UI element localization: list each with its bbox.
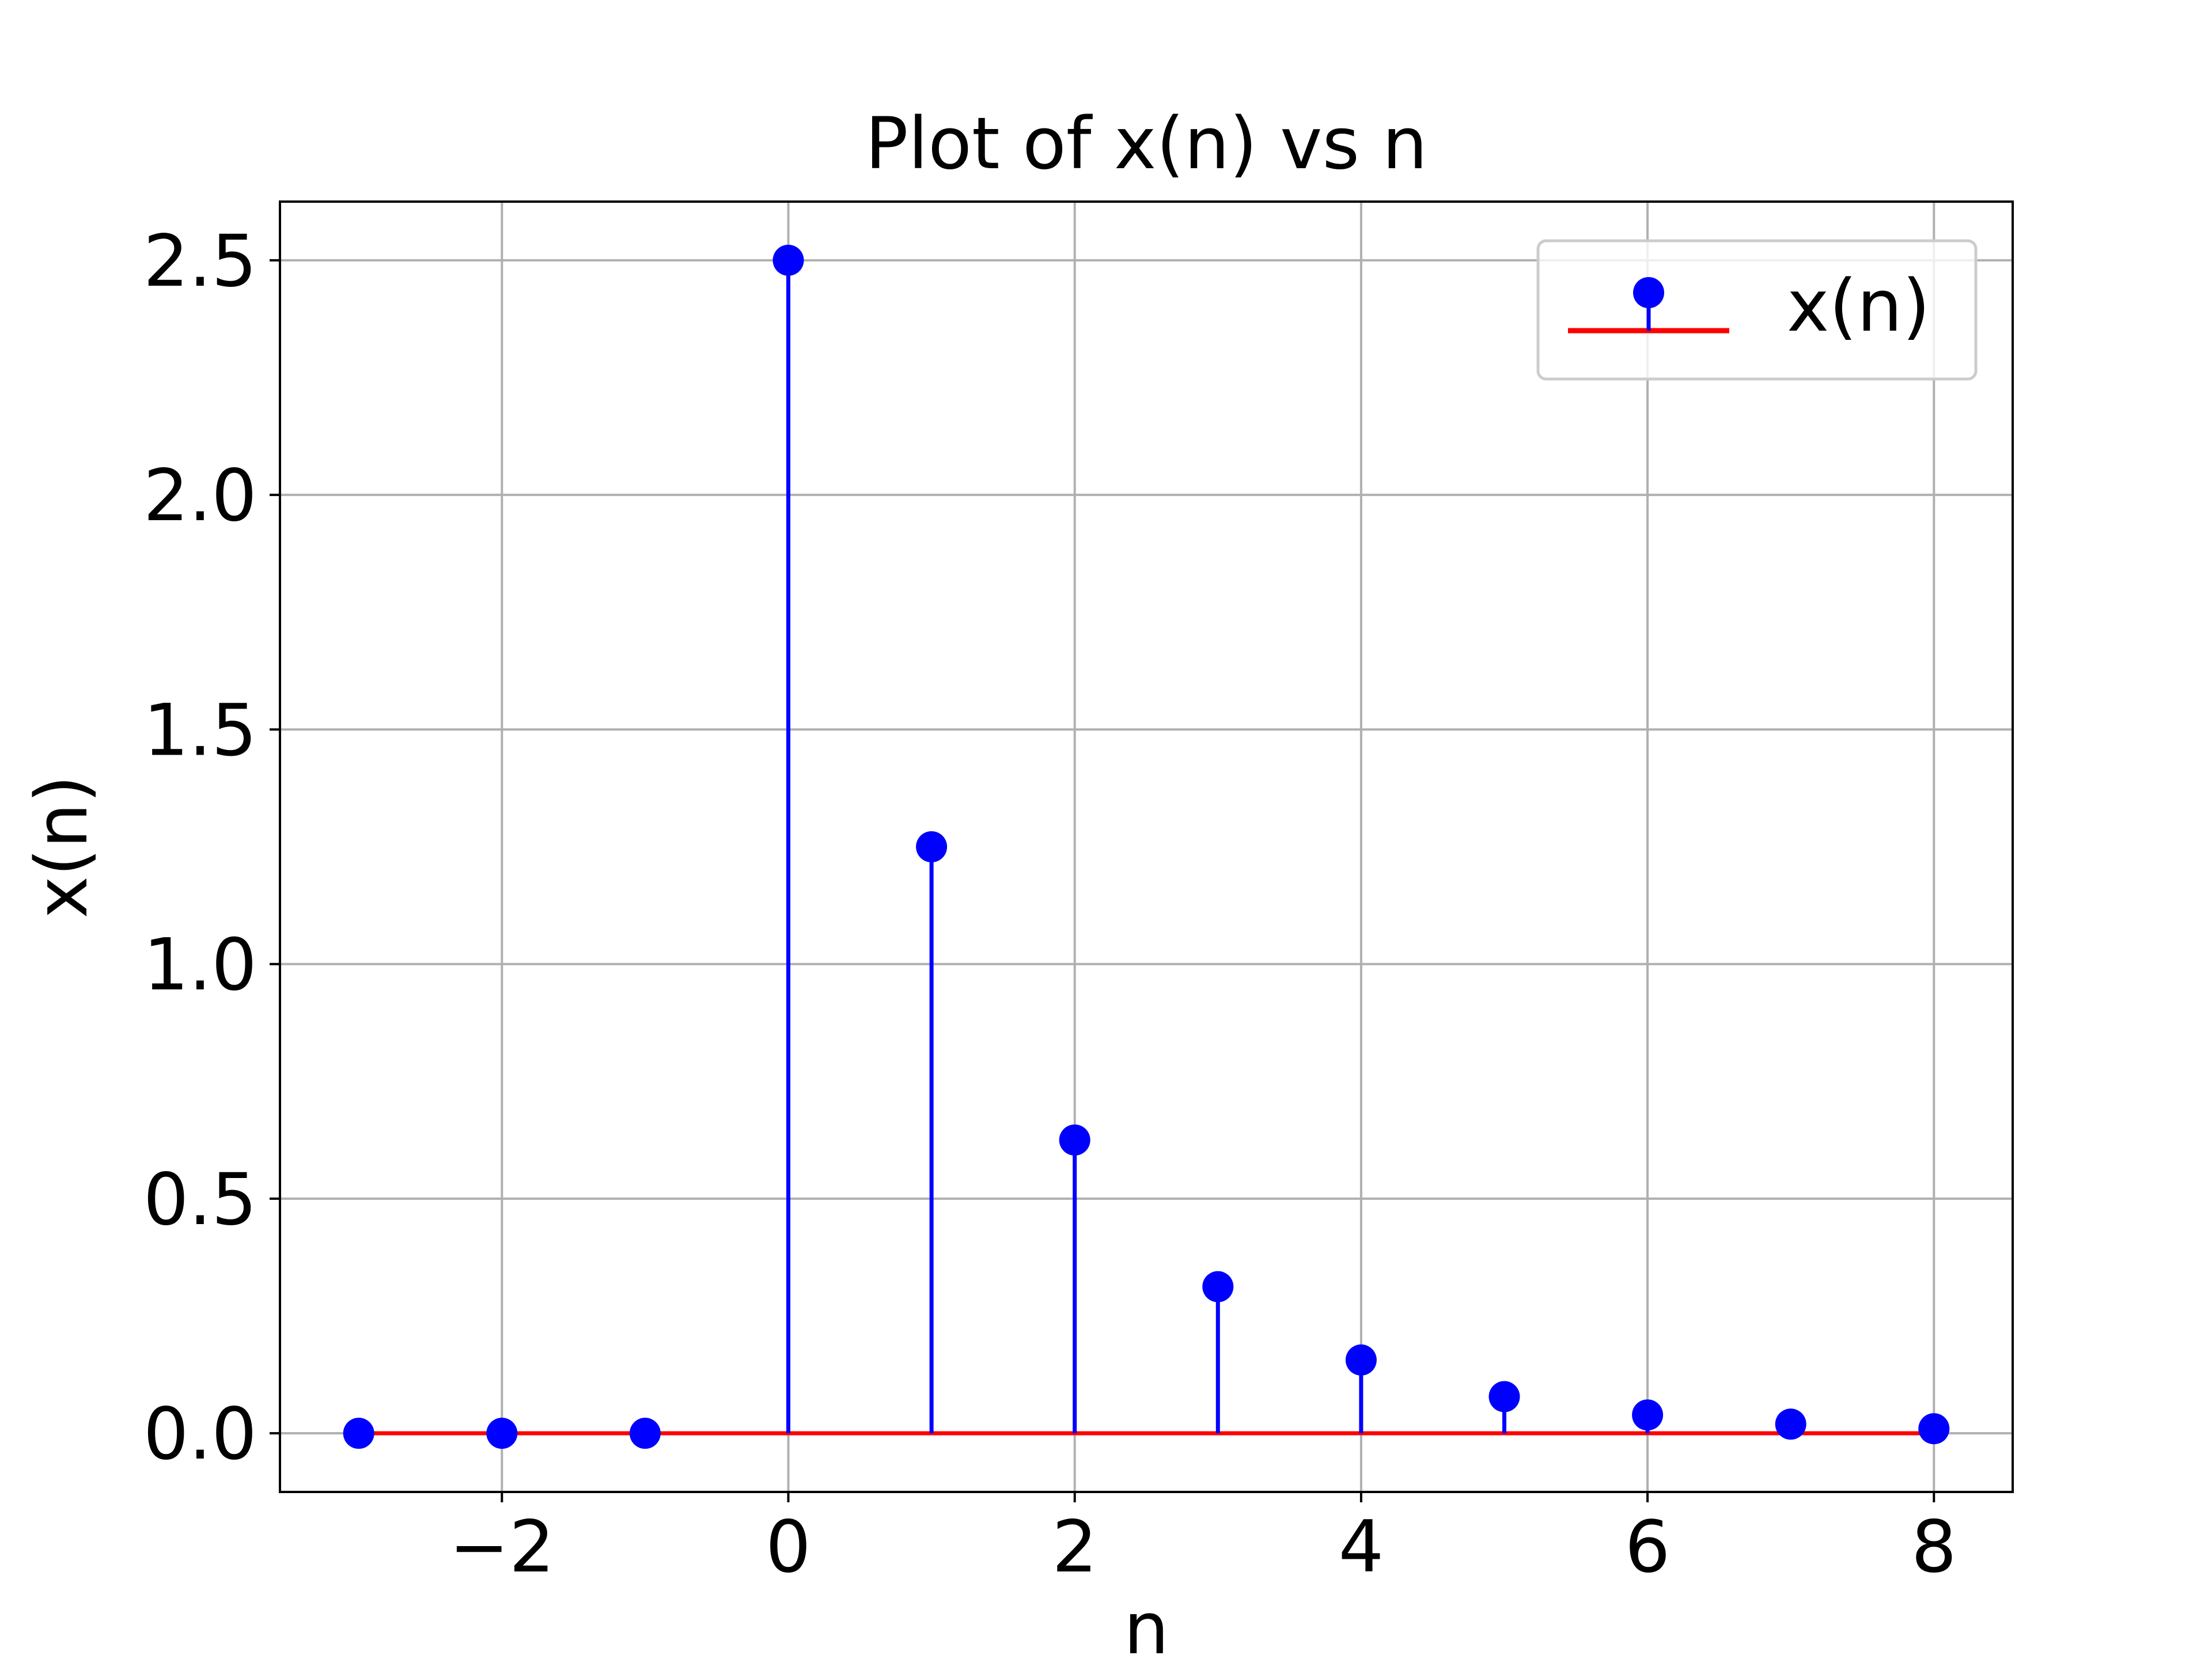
stem-marker bbox=[1918, 1413, 1950, 1445]
stem-marker bbox=[1059, 1124, 1090, 1156]
y-tick-label: 0.0 bbox=[143, 1393, 257, 1476]
x-tick-label: 8 bbox=[1911, 1506, 1957, 1589]
y-tick-label: 1.5 bbox=[143, 689, 257, 772]
plot-area-frame bbox=[279, 200, 2014, 1493]
y-tick-label: 0.5 bbox=[143, 1158, 257, 1241]
stem-marker bbox=[1632, 1399, 1664, 1431]
stem-marker bbox=[772, 244, 804, 276]
x-tick-label: −2 bbox=[449, 1506, 555, 1589]
x-tick-label: 0 bbox=[766, 1506, 811, 1589]
x-axis-label: n bbox=[1124, 1588, 1169, 1659]
x-tick-label: 2 bbox=[1052, 1506, 1097, 1589]
y-tick-label: 2.5 bbox=[143, 220, 257, 303]
stem-marker bbox=[343, 1418, 374, 1449]
y-axis-label: x(n) bbox=[21, 775, 104, 919]
legend-marker-swatch bbox=[1633, 277, 1664, 308]
stem-marker bbox=[1488, 1381, 1520, 1412]
stem-marker bbox=[1202, 1271, 1234, 1302]
stem-marker bbox=[916, 831, 948, 862]
stem-marker bbox=[1775, 1408, 1806, 1440]
legend: x(n) bbox=[1536, 239, 1978, 381]
legend-box bbox=[1536, 239, 1978, 381]
stem-marker bbox=[629, 1418, 661, 1449]
axis-ticks: −2 0 2 4 6 8 0.0 0.5 1.0 1.5 2.0 2.5 bbox=[143, 220, 1957, 1589]
markers bbox=[343, 244, 1950, 1449]
y-tick-label: 2.0 bbox=[143, 454, 257, 537]
stem-marker bbox=[1345, 1344, 1377, 1376]
legend-label: x(n) bbox=[1787, 265, 1930, 348]
y-tick-label: 1.0 bbox=[143, 924, 257, 1007]
stem-marker bbox=[486, 1418, 518, 1449]
x-tick-label: 4 bbox=[1338, 1506, 1384, 1589]
chart-title: Plot of x(n) vs n bbox=[865, 103, 1427, 185]
x-tick-label: 6 bbox=[1625, 1506, 1671, 1589]
